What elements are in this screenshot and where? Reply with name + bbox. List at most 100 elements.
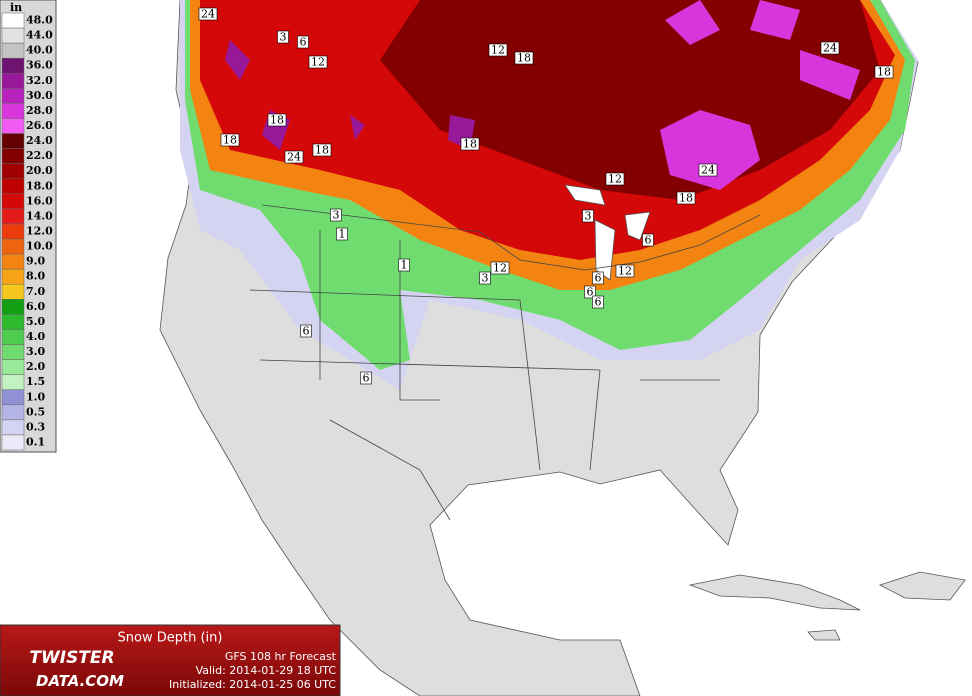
contour-label-box — [698, 163, 718, 177]
legend-swatch — [1, 178, 25, 195]
legend-label: 9.0 — [26, 255, 45, 268]
contour-label-box — [336, 227, 348, 241]
legend-label: 14.0 — [26, 209, 53, 222]
legend-label: 44.0 — [26, 29, 53, 42]
contour-label: 12 — [618, 265, 632, 278]
init-time: Initialized: 2014-01-25 06 UTC — [169, 678, 336, 691]
legend-unit: in — [10, 1, 22, 14]
legend-swatch — [1, 434, 25, 451]
legend-swatch — [1, 42, 25, 59]
contour-label: 18 — [877, 66, 891, 79]
legend-label: 18.0 — [26, 179, 53, 192]
contour-label: 3 — [280, 31, 287, 44]
contour-label-box — [488, 43, 508, 57]
legend-label: 2.0 — [26, 360, 45, 373]
contour-label: 6 — [645, 234, 652, 247]
contour-label: 1 — [339, 228, 346, 241]
contour-label: 24 — [287, 151, 301, 164]
legend-swatch — [1, 299, 25, 315]
contour-label: 18 — [223, 134, 237, 147]
legend-label: 30.0 — [26, 89, 53, 102]
legend-label: 26.0 — [26, 119, 53, 132]
contour-label-box — [820, 41, 840, 55]
contour-label: 6 — [363, 372, 370, 385]
legend-label: 24.0 — [26, 134, 53, 147]
contour-label-box — [308, 55, 328, 69]
legend-label: 20.0 — [26, 164, 53, 177]
contour-label-box — [584, 285, 596, 299]
contour-label-box — [676, 191, 696, 205]
contour-label: 18 — [463, 138, 477, 151]
contour-label: 24 — [823, 42, 837, 55]
legend-label: 32.0 — [26, 74, 53, 87]
contour-label-box — [582, 209, 594, 223]
legend-swatch — [1, 118, 25, 134]
contour-label-box — [198, 7, 218, 21]
legend-swatch — [1, 163, 25, 180]
contour-label-box — [360, 371, 372, 385]
contour-label: 12 — [491, 44, 505, 57]
legend-swatch — [1, 329, 25, 345]
contour-label-box — [398, 258, 410, 272]
contour-label: 24 — [701, 164, 715, 177]
legend-swatch — [1, 12, 25, 29]
contour-label: 6 — [595, 296, 602, 309]
border-lines — [249, 204, 761, 521]
legend-label: 8.0 — [26, 270, 45, 283]
logo-bottom: DATA.COM — [36, 672, 124, 690]
contour-label-box — [605, 172, 625, 186]
legend-swatch — [1, 73, 25, 89]
contour-label: 18 — [315, 144, 329, 157]
contour-label-box — [460, 137, 480, 151]
contour-label: 18 — [517, 52, 531, 65]
contour-label-box — [220, 133, 240, 147]
contour-label-box — [330, 208, 342, 222]
contour-label: 6 — [300, 36, 307, 49]
contour-label-box — [592, 271, 604, 285]
legend-swatch — [1, 88, 25, 104]
legend-swatch — [1, 374, 25, 390]
contour-label: 1 — [401, 259, 408, 272]
legend-swatch — [1, 133, 25, 149]
legend-label: 1.5 — [26, 375, 45, 388]
contour-label-box — [514, 51, 534, 65]
contour-label-box — [490, 261, 510, 275]
contour-label: 18 — [270, 114, 284, 127]
contour-label: 3 — [482, 272, 489, 285]
contour-label: 6 — [587, 286, 594, 299]
legend-swatch — [1, 223, 25, 240]
footer-title: Snow Depth (in) — [118, 631, 223, 646]
hispaniola — [878, 571, 966, 601]
contour-label-box — [479, 271, 491, 285]
contour-label-box — [297, 35, 309, 49]
contour-label-box — [277, 30, 289, 44]
legend-label: 0.3 — [26, 420, 45, 433]
legend-label: 3.0 — [26, 345, 45, 358]
snow-purple-west — [225, 40, 475, 150]
legend-swatch — [1, 27, 25, 44]
contour-label-box — [284, 150, 304, 164]
legend-label: 5.0 — [26, 315, 45, 328]
contour-label-box — [300, 324, 312, 338]
contour-label-box — [312, 143, 332, 157]
contour-label: 3 — [333, 209, 340, 222]
legend-label: 7.0 — [26, 285, 45, 298]
legend-swatch — [1, 57, 25, 74]
legend-label: 6.0 — [26, 300, 45, 313]
contour-label: 6 — [595, 272, 602, 285]
legend-swatch — [1, 253, 25, 270]
legend-label: 36.0 — [26, 59, 53, 72]
legend-swatch — [1, 283, 25, 300]
legend-label: 16.0 — [26, 194, 53, 207]
forecast: GFS 108 hr Forecast — [225, 650, 337, 663]
legend-label: 28.0 — [26, 104, 53, 117]
legend-label: 48.0 — [26, 14, 53, 27]
legend-swatch — [1, 314, 25, 330]
legend-swatch — [1, 268, 25, 285]
legend-label: 10.0 — [26, 240, 53, 253]
legend-swatch — [1, 404, 25, 421]
contour-label: 6 — [303, 325, 310, 338]
